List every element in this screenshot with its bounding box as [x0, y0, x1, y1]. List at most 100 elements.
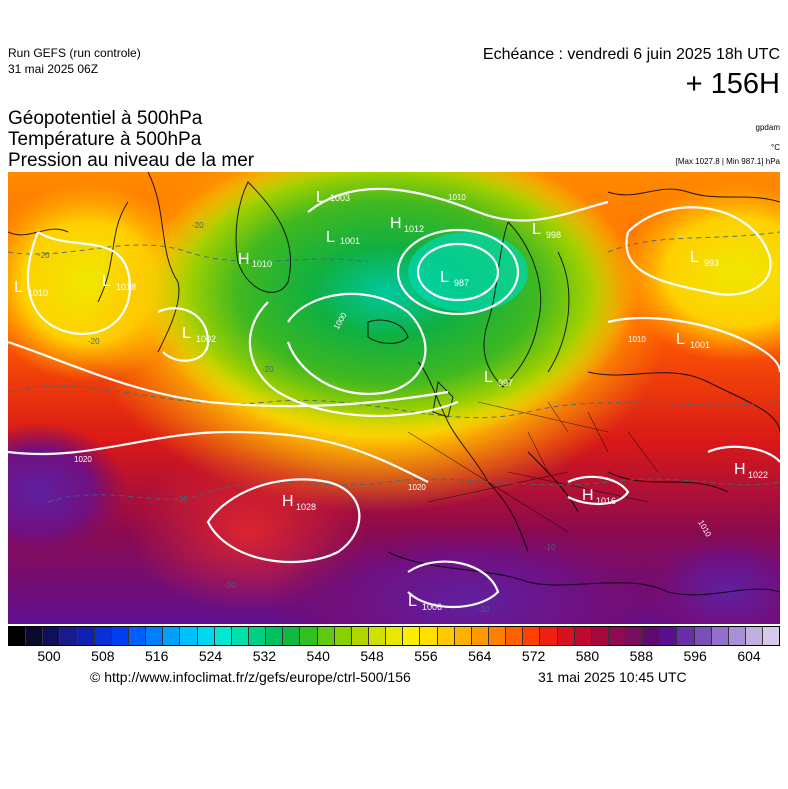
pressure-center: L 1001 — [326, 229, 360, 246]
color-scale-swatch — [574, 627, 592, 645]
color-scale-swatch — [334, 627, 352, 645]
title-temperature: Température à 500hPa — [8, 129, 202, 150]
color-scale-swatch — [60, 627, 78, 645]
color-scale-tick-label: 540 — [306, 648, 330, 664]
color-scale-swatch — [386, 627, 404, 645]
center-letter: L — [676, 331, 685, 348]
center-value: 1016 — [596, 496, 616, 506]
color-scale-tick-label: 572 — [521, 648, 546, 664]
color-scale-swatch — [694, 627, 712, 645]
color-scale-swatch — [111, 627, 129, 645]
color-scale-swatch — [300, 627, 318, 645]
color-scale-swatch — [488, 627, 507, 645]
center-letter: L — [690, 249, 699, 266]
color-scale-swatch — [163, 627, 181, 645]
color-scale-swatch — [26, 627, 44, 645]
unit-pressure: [Max 1027.8 | Min 987.1] hPa — [675, 157, 780, 166]
pressure-center: L 1002 — [182, 325, 216, 344]
color-scale-swatch — [403, 627, 421, 645]
lead-time: + 156H — [685, 68, 780, 100]
forecast-valid-time: Echéance : vendredi 6 juin 2025 18h UTC — [482, 46, 780, 63]
pressure-center: L 997 — [484, 369, 513, 388]
color-scale-swatch — [506, 627, 524, 645]
center-letter: H — [734, 461, 746, 478]
pressure-center: H 1028 — [282, 493, 316, 512]
color-scale-tick-label: 500 — [37, 648, 61, 664]
isobar-label: 1010 — [448, 193, 466, 202]
center-value: 993 — [704, 258, 719, 268]
pressure-center: L 1010 — [14, 279, 48, 298]
color-scale-swatch — [180, 627, 198, 645]
temperature-label: -20 — [262, 365, 274, 374]
pressure-center: H 1010 — [238, 251, 272, 269]
color-scale-bar — [8, 626, 780, 646]
pressure-center: L 1003 — [316, 189, 350, 206]
pressure-center: H 1022 — [734, 461, 768, 480]
color-scale-tick-label: 580 — [575, 648, 600, 664]
color-scale-ticks: 500 508 516 524 532 540 548 556 564 572 580 588 596 6… — [8, 648, 780, 666]
center-value: 998 — [546, 230, 561, 240]
color-scale-swatch — [248, 627, 267, 645]
temperature-label: -10 — [224, 581, 236, 590]
color-scale-swatch — [626, 627, 644, 645]
color-scale-swatch — [557, 627, 575, 645]
color-scale-swatch — [608, 627, 627, 645]
center-value: 987 — [454, 278, 469, 288]
color-scale-tick-label: 588 — [629, 648, 653, 664]
center-value: 1001 — [340, 236, 360, 246]
center-value: 1010 — [252, 259, 272, 269]
center-value: 1001 — [690, 340, 710, 350]
temperature-label: -20 — [88, 337, 100, 346]
color-scale-swatch — [146, 627, 164, 645]
color-scale-tick-label: 596 — [683, 648, 707, 664]
center-value: 1018 — [116, 282, 136, 292]
color-scale-swatch — [317, 627, 335, 645]
pressure-center: L 1006 — [408, 593, 442, 612]
temperature-label: -10 — [176, 495, 188, 504]
center-value: 1012 — [404, 224, 424, 234]
pressure-center: L 987 — [440, 269, 469, 288]
center-letter: L — [14, 279, 23, 296]
source-credit: © http://www.infoclimat.fr/z/gefs/europe… — [90, 669, 411, 685]
color-scale-swatch — [368, 627, 387, 645]
color-scale-swatch — [746, 627, 764, 645]
center-letter: L — [316, 189, 325, 206]
color-scale-swatch — [283, 627, 301, 645]
color-scale-swatch — [454, 627, 472, 645]
color-scale-swatch — [77, 627, 95, 645]
color-scale-tick-label: 508 — [91, 648, 115, 664]
temperature-label: -10 — [478, 605, 490, 614]
pressure-center: H 1016 — [582, 487, 616, 506]
temperature-label: -20 — [192, 221, 204, 230]
pressure-center: L 998 — [532, 221, 561, 240]
color-scale-swatch — [523, 627, 541, 645]
center-value: 1002 — [196, 334, 216, 344]
color-scale-tick-label: 532 — [252, 648, 277, 664]
color-scale-swatch — [437, 627, 455, 645]
color-scale-swatch — [660, 627, 678, 645]
center-letter: L — [326, 229, 335, 246]
color-scale-swatch — [711, 627, 729, 645]
color-scale-tick-label: 556 — [414, 648, 438, 664]
center-letter: L — [484, 369, 493, 386]
color-scale-swatch — [266, 627, 284, 645]
temperature-label: -10 — [544, 543, 556, 552]
center-value: 1022 — [748, 470, 768, 480]
center-letter: H — [390, 215, 402, 232]
color-scale-swatch — [728, 627, 747, 645]
color-scale-swatch — [643, 627, 661, 645]
color-scale-swatch — [763, 627, 780, 645]
color-scale-tick-label: 604 — [737, 648, 761, 664]
color-scale-swatch — [540, 627, 558, 645]
color-scale-swatch — [351, 627, 369, 645]
color-scale-swatch — [94, 627, 112, 645]
center-letter: L — [408, 593, 417, 610]
issued-time: 31 mai 2025 10:45 UTC — [538, 669, 687, 685]
color-scale-swatch — [420, 627, 438, 645]
title-pressure: Pression au niveau de la mer — [8, 150, 255, 171]
temperature-label: -20 — [38, 251, 50, 260]
center-value: 997 — [498, 378, 513, 388]
color-scale-swatch — [9, 627, 27, 645]
center-letter: H — [282, 493, 294, 510]
weather-map: L 1003 L 1001 H 1010 H 1012 L 987 L 998 L 993 L… — [8, 172, 780, 624]
